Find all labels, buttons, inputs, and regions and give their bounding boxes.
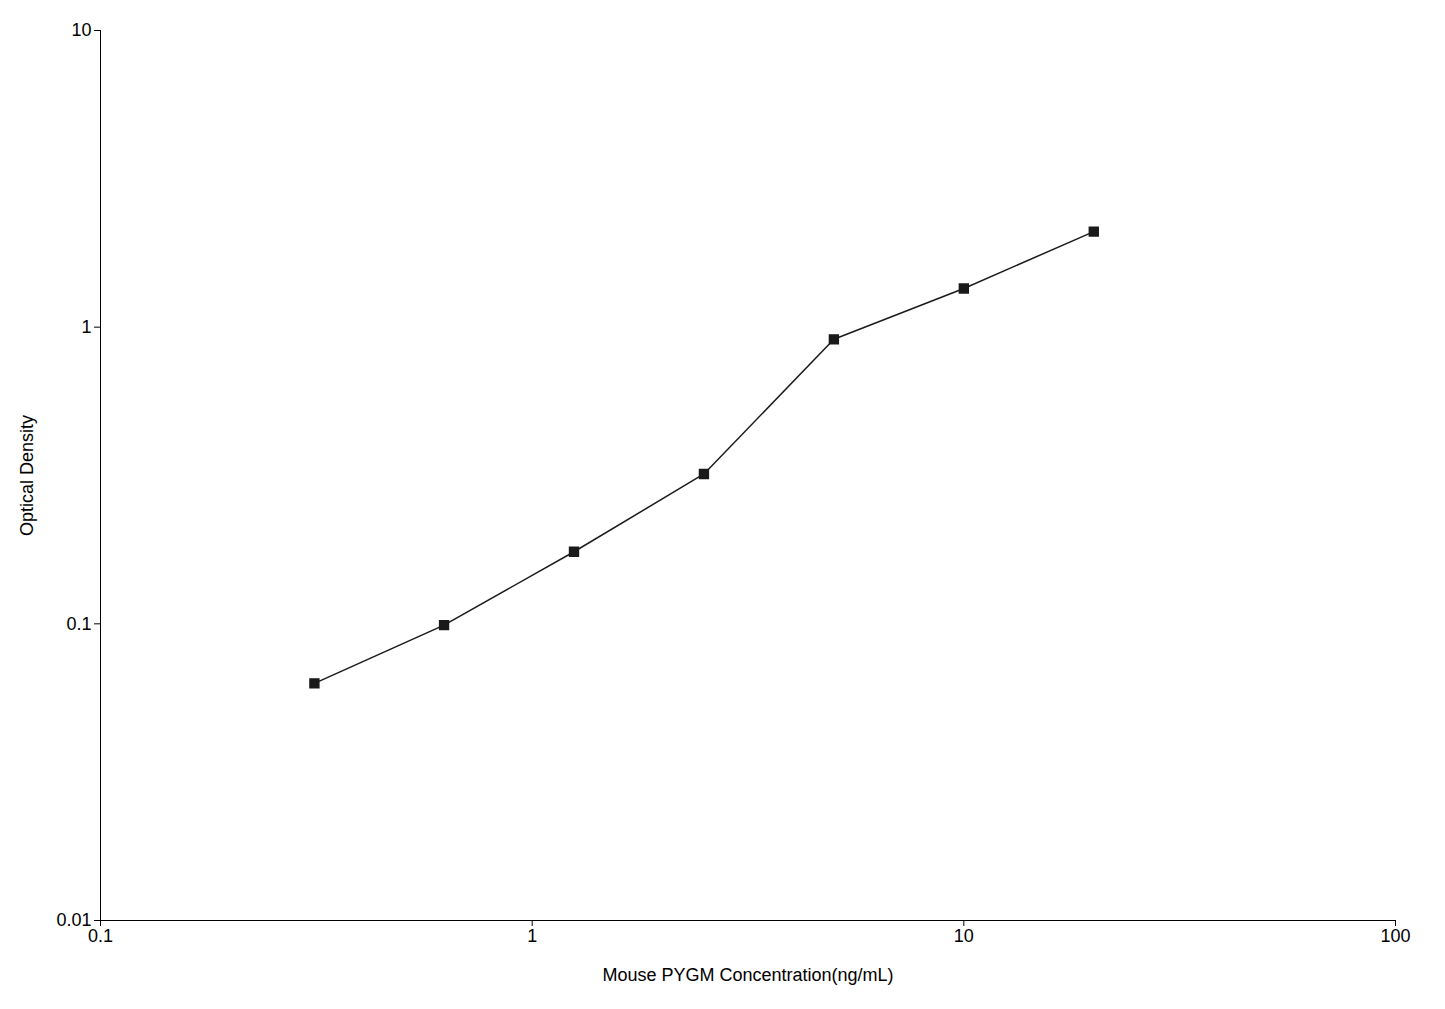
svg-text:Mouse PYGM Concentration(ng/mL: Mouse PYGM Concentration(ng/mL) [602,965,893,985]
svg-text:10: 10 [954,926,974,946]
svg-text:0.01: 0.01 [56,910,91,930]
svg-text:1: 1 [527,926,537,946]
svg-text:0.1: 0.1 [66,614,91,634]
svg-text:1: 1 [81,317,91,337]
svg-text:10: 10 [71,20,91,40]
svg-text:100: 100 [1380,926,1410,946]
svg-text:Optical Density: Optical Density [17,415,37,536]
svg-text:0.1: 0.1 [88,926,113,946]
